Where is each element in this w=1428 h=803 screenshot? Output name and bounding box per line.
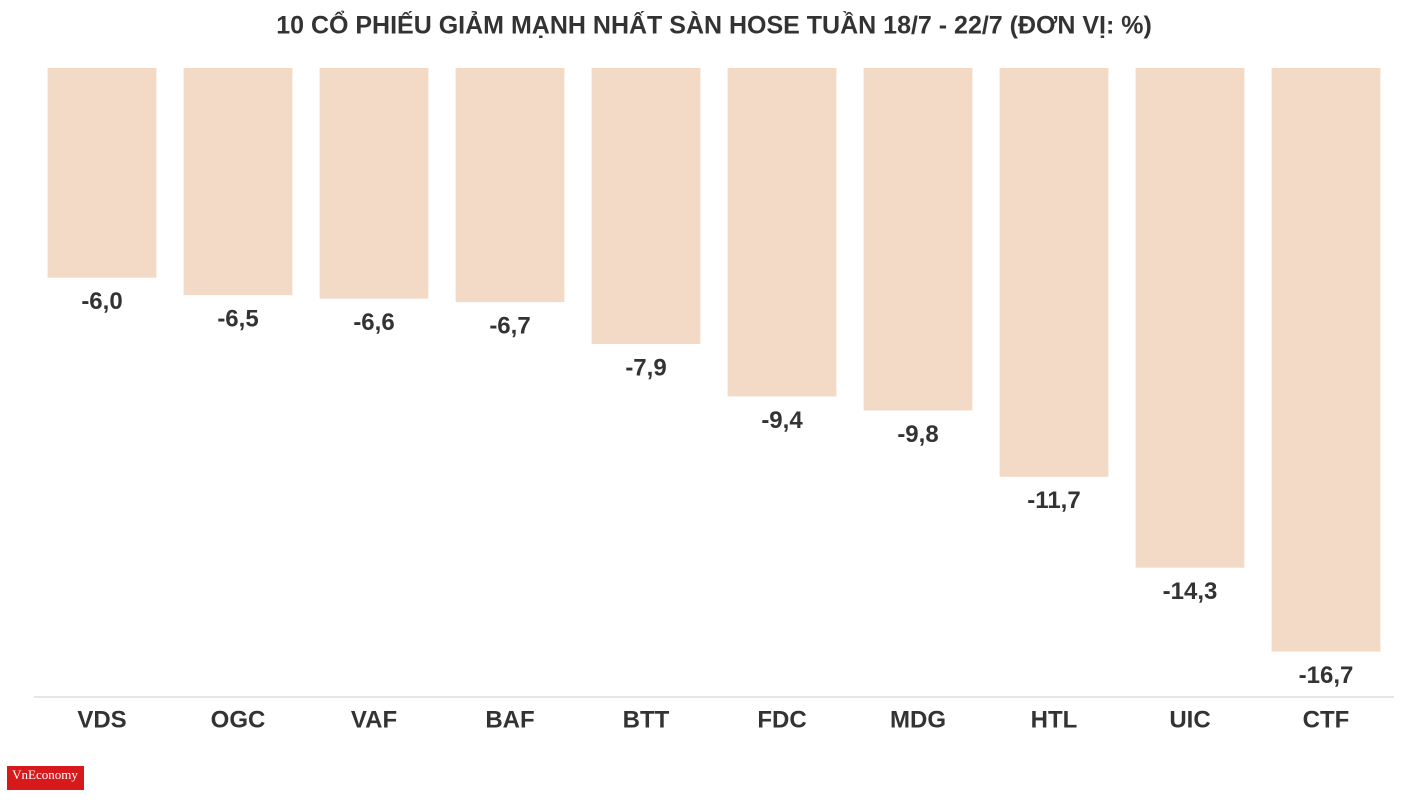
bar [999, 68, 1109, 477]
x-tick-label: VAF [351, 706, 397, 733]
bar [727, 68, 837, 397]
chart-title: 10 CỔ PHIẾU GIẢM MẠNH NHẤT SÀN HOSE TUẦN… [276, 10, 1152, 40]
x-tick-label: HTL [1031, 706, 1078, 733]
logo-box [7, 766, 84, 790]
x-tick-label: FDC [757, 706, 806, 733]
value-label: -6,5 [217, 305, 258, 332]
x-tick-label: UIC [1169, 706, 1210, 733]
bar [863, 68, 973, 411]
x-tick-label: BAF [485, 706, 534, 733]
x-tick-label: CTF [1303, 706, 1350, 733]
bar [1271, 68, 1381, 652]
value-label: -14,3 [1163, 578, 1218, 605]
bar [591, 68, 701, 345]
value-label: -6,0 [81, 288, 122, 315]
logo: VnEconomy [12, 767, 78, 782]
value-label: -6,6 [353, 309, 394, 336]
value-label: -11,7 [1027, 487, 1080, 514]
value-label: -7,9 [625, 354, 666, 381]
x-tick-label: MDG [890, 706, 946, 733]
bar [183, 68, 293, 296]
x-tick-label: VDS [77, 706, 126, 733]
value-label: -9,8 [897, 421, 938, 448]
bar [455, 68, 565, 303]
value-label: -9,4 [761, 407, 803, 434]
bar [319, 68, 429, 299]
x-tick-label: OGC [211, 706, 266, 733]
value-label: -16,7 [1299, 662, 1354, 689]
bar [1135, 68, 1245, 568]
x-tick-label: BTT [623, 706, 670, 733]
bar [47, 68, 157, 278]
value-label: -6,7 [489, 312, 530, 339]
